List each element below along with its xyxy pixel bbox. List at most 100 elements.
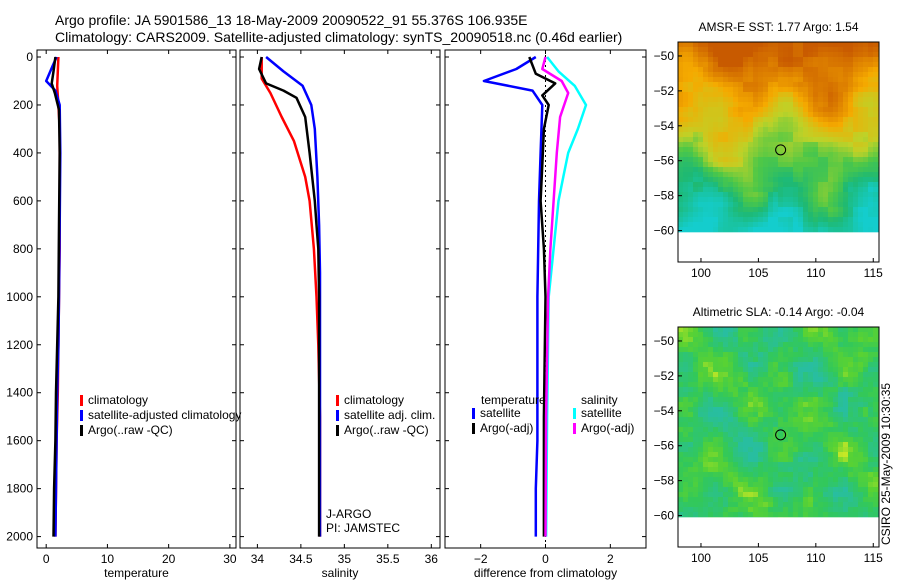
salinity-xtick-label: 34.5 [289, 552, 313, 566]
sst_map-cell [838, 147, 843, 152]
sla_map-cell [803, 382, 808, 387]
sst_map-cell [758, 177, 763, 182]
sla_map-cell [873, 352, 878, 357]
sst_map-cell [783, 72, 788, 77]
sla_map-cell [768, 442, 773, 447]
sla_map-cell [873, 427, 878, 432]
sst_map-cell [838, 72, 843, 77]
sla_map-cell [748, 502, 753, 507]
sla_map-cell [718, 377, 723, 382]
sst_map-cell [693, 152, 698, 157]
sst_map-cell [733, 152, 738, 157]
sla_map-cell [753, 337, 758, 342]
sst_map-cell [678, 227, 683, 232]
sla_map-cell [758, 327, 763, 332]
sla_map-cell [723, 487, 728, 492]
sla_map-cell [738, 497, 743, 502]
sla_map-cell [838, 487, 843, 492]
sla_map-cell [798, 392, 803, 397]
sst_map-cell [768, 87, 773, 92]
sst_map-cell [873, 142, 878, 147]
sst_map-cell [763, 167, 768, 172]
sst_map-cell [813, 167, 818, 172]
sst_map-cell [853, 112, 858, 117]
sla_map-cell [833, 387, 838, 392]
sst_map-cell [763, 82, 768, 87]
sla_map-cell [863, 492, 868, 497]
sst_map-cell [868, 207, 873, 212]
sst_map-cell [758, 127, 763, 132]
sla_map-cell [748, 487, 753, 492]
sst_map-cell [693, 142, 698, 147]
sst_map-cell [763, 142, 768, 147]
sla_map-cell [838, 357, 843, 362]
sst_map-cell [713, 157, 718, 162]
difference-salinity-legend-swatch [573, 423, 576, 434]
sst_map-cell [808, 207, 813, 212]
sst_map-cell [848, 227, 853, 232]
sst_map-cell [843, 202, 848, 207]
sst_map-cell [853, 157, 858, 162]
sla_map-cell [748, 367, 753, 372]
sla_map-cell [863, 442, 868, 447]
sla_map-cell [813, 407, 818, 412]
sst_map-cell [868, 197, 873, 202]
sst_map-cell [678, 62, 683, 67]
sst_map-cell [853, 127, 858, 132]
sla_map-cell [868, 467, 873, 472]
sst_map-cell [828, 212, 833, 217]
sla_map-cell [868, 457, 873, 462]
sla_map-cell [683, 482, 688, 487]
sla_map-cell [738, 407, 743, 412]
sla_map-cell [748, 422, 753, 427]
sla_map-cell [853, 382, 858, 387]
sst_map-cell [713, 57, 718, 62]
sst_map-cell [828, 92, 833, 97]
sla_map-cell [863, 497, 868, 502]
sst_map-cell [773, 67, 778, 72]
sla_map-cell [698, 432, 703, 437]
sst_map-cell [748, 197, 753, 202]
sla_map-cell [758, 452, 763, 457]
sla_map-cell [803, 457, 808, 462]
figure-title-line-1: Argo profile: JA 5901586_13 18-May-2009 … [55, 12, 528, 28]
sst_map-cell [778, 87, 783, 92]
sst_map-cell [868, 147, 873, 152]
sst_map-cell [693, 227, 698, 232]
sla_map-cell [678, 357, 683, 362]
sla_map-cell [703, 367, 708, 372]
sla_map-cell [833, 342, 838, 347]
sla_map-cell [703, 457, 708, 462]
sst_map-cell [698, 142, 703, 147]
sla_map-cell [783, 412, 788, 417]
sla_map-cell [853, 392, 858, 397]
sla_map-cell [683, 432, 688, 437]
sla_map-cell [808, 392, 813, 397]
sla_map-cell [798, 377, 803, 382]
sst_map-cell [698, 92, 703, 97]
sst_map-cell [683, 192, 688, 197]
sla_map-cell [798, 462, 803, 467]
sla_map-cell [763, 337, 768, 342]
sst_map-cell [683, 132, 688, 137]
sst_map-cell [728, 112, 733, 117]
sst_map-cell [863, 72, 868, 77]
sst_map-cell [863, 127, 868, 132]
sst_map-cell [818, 202, 823, 207]
sst_map-cell [848, 102, 853, 107]
sst_map-cell [873, 72, 878, 77]
sla_map-cell [863, 507, 868, 512]
sla_map-cell [868, 497, 873, 502]
sst_map-cell [718, 222, 723, 227]
sla_map-cell [838, 492, 843, 497]
sst_map-cell [688, 127, 693, 132]
sst_map-cell [698, 132, 703, 137]
sst_map-cell [748, 187, 753, 192]
sst_map-cell [733, 47, 738, 52]
sla_map-cell [693, 357, 698, 362]
sst_map-cell [693, 57, 698, 62]
sst_map-cell [738, 127, 743, 132]
sla_map-cell [713, 472, 718, 477]
sst_map-cell [833, 97, 838, 102]
sla_map-cell [858, 417, 863, 422]
